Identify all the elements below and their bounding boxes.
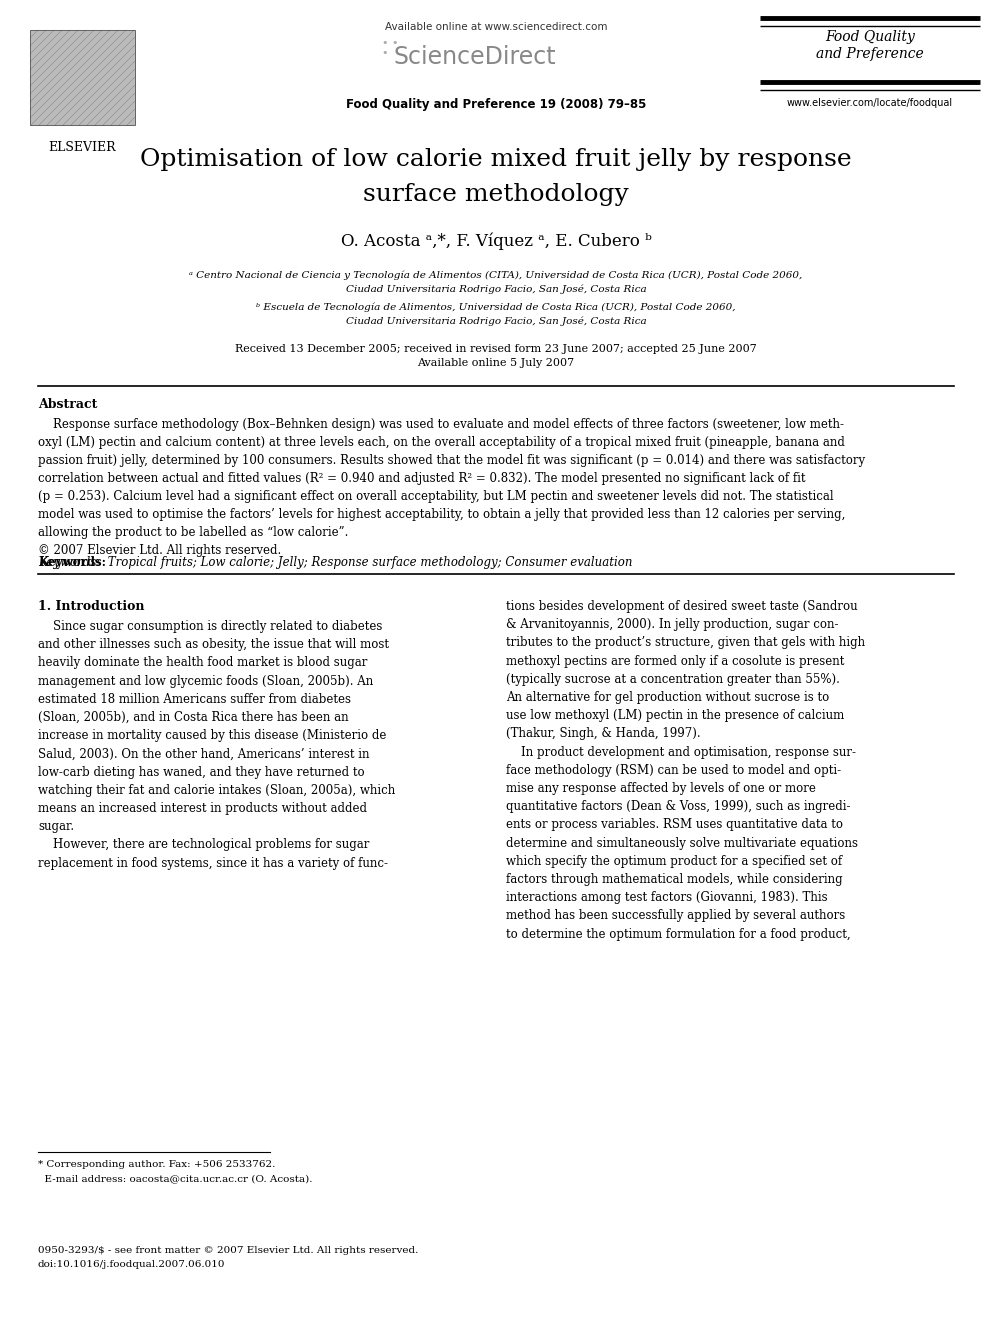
Text: Available online 5 July 2007: Available online 5 July 2007: [418, 359, 574, 368]
Text: Received 13 December 2005; received in revised form 23 June 2007; accepted 25 Ju: Received 13 December 2005; received in r…: [235, 344, 757, 355]
Text: 0950-3293/$ - see front matter © 2007 Elsevier Ltd. All rights reserved.: 0950-3293/$ - see front matter © 2007 El…: [38, 1246, 419, 1256]
Text: tions besides development of desired sweet taste (Sandrou
& Arvanitoyannis, 2000: tions besides development of desired swe…: [506, 601, 865, 941]
Text: www.elsevier.com/locate/foodqual: www.elsevier.com/locate/foodqual: [787, 98, 953, 108]
Text: Optimisation of low calorie mixed fruit jelly by response: Optimisation of low calorie mixed fruit …: [140, 148, 852, 171]
Text: * Corresponding author. Fax: +506 2533762.: * Corresponding author. Fax: +506 253376…: [38, 1160, 276, 1170]
Text: E-mail address: oacosta@cita.ucr.ac.cr (O. Acosta).: E-mail address: oacosta@cita.ucr.ac.cr (…: [38, 1174, 312, 1183]
Text: Ciudad Universitaria Rodrigo Facio, San José, Costa Rica: Ciudad Universitaria Rodrigo Facio, San …: [345, 316, 647, 325]
Text: Ciudad Universitaria Rodrigo Facio, San José, Costa Rica: Ciudad Universitaria Rodrigo Facio, San …: [345, 284, 647, 294]
Bar: [30, 30, 135, 124]
Text: O. Acosta ᵃ,*, F. Víquez ᵃ, E. Cubero ᵇ: O. Acosta ᵃ,*, F. Víquez ᵃ, E. Cubero ᵇ: [340, 233, 652, 250]
Text: •: •: [382, 48, 388, 58]
Text: Food Quality
and Preference: Food Quality and Preference: [816, 30, 924, 61]
Text: ScienceDirect: ScienceDirect: [394, 45, 557, 69]
Text: surface methodology: surface methodology: [363, 183, 629, 206]
Text: Abstract: Abstract: [38, 398, 97, 411]
Text: Available online at www.sciencedirect.com: Available online at www.sciencedirect.co…: [385, 22, 607, 32]
Text: ᵇ Escuela de Tecnología de Alimentos, Universidad de Costa Rica (UCR), Postal Co: ᵇ Escuela de Tecnología de Alimentos, Un…: [256, 302, 736, 311]
Text: ELSEVIER: ELSEVIER: [49, 142, 116, 153]
Text: Since sugar consumption is directly related to diabetes
and other illnesses such: Since sugar consumption is directly rela…: [38, 620, 395, 869]
Text: ᵃ Centro Nacional de Ciencia y Tecnología de Alimentos (CITA), Universidad de Co: ᵃ Centro Nacional de Ciencia y Tecnologí…: [189, 270, 803, 279]
Text: Response surface methodology (Box–Behnken design) was used to evaluate and model: Response surface methodology (Box–Behnke…: [38, 418, 865, 557]
Text: Food Quality and Preference 19 (2008) 79–85: Food Quality and Preference 19 (2008) 79…: [346, 98, 646, 111]
Text: Keywords:: Keywords:: [38, 556, 106, 569]
Text: Keywords:  Tropical fruits; Low calorie; Jelly; Response surface methodology; Co: Keywords: Tropical fruits; Low calorie; …: [38, 556, 633, 569]
Text: 1. Introduction: 1. Introduction: [38, 601, 145, 613]
Text: • •: • •: [382, 38, 398, 48]
Text: doi:10.1016/j.foodqual.2007.06.010: doi:10.1016/j.foodqual.2007.06.010: [38, 1259, 225, 1269]
